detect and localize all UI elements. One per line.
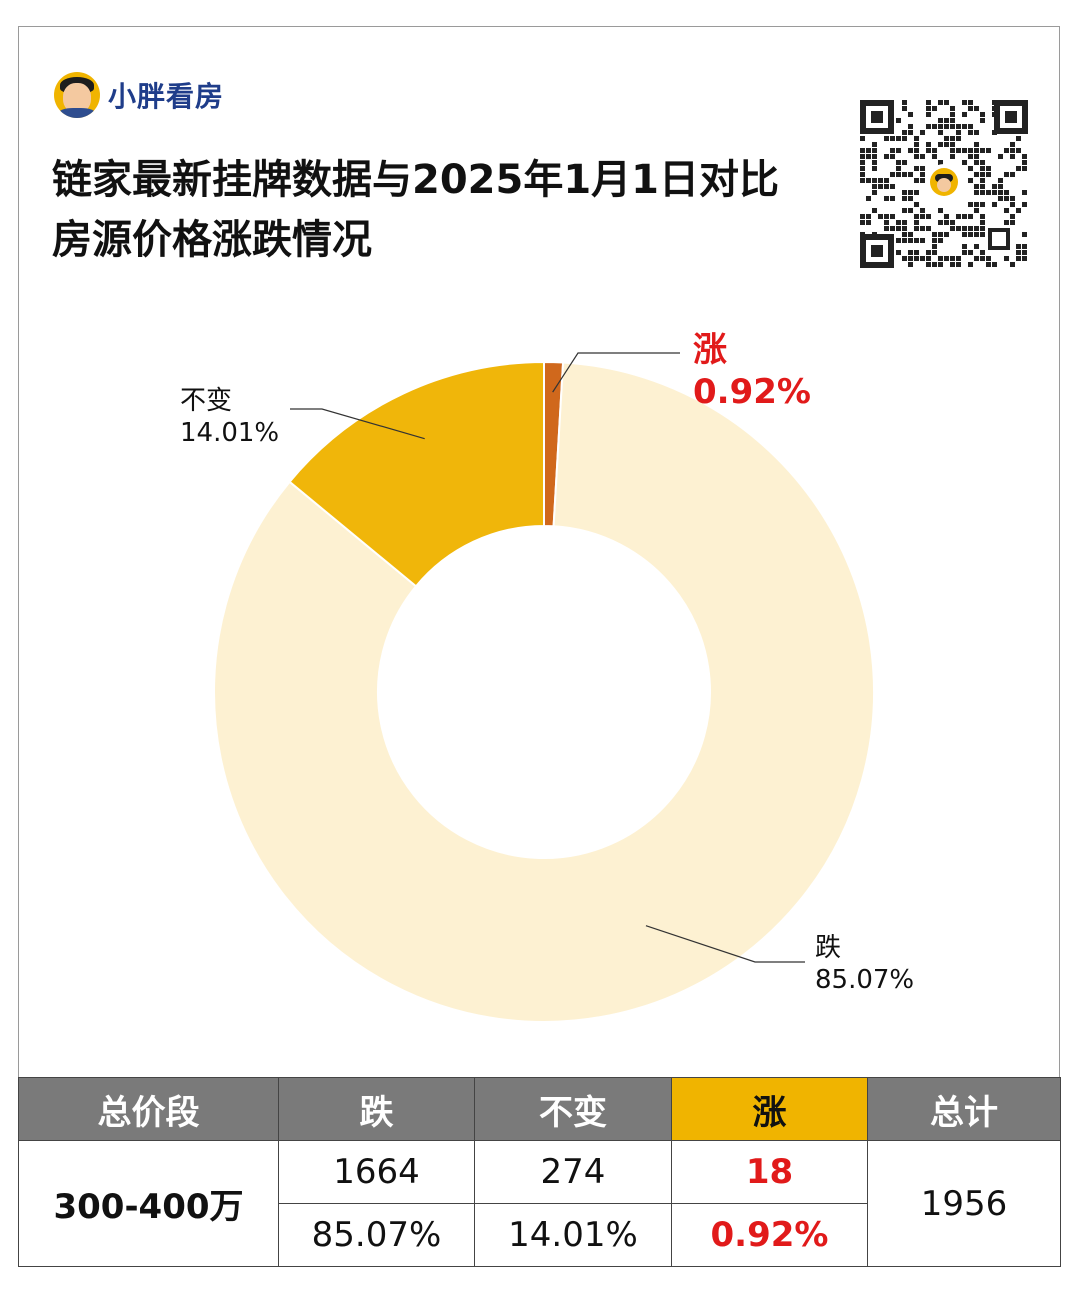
cell-same-count: 274: [474, 1140, 672, 1204]
brand: 小胖看房: [54, 72, 224, 118]
header-total: 总计: [867, 1077, 1061, 1141]
cell-fall-percent: 85.07%: [278, 1203, 475, 1267]
leader-line-same: [290, 408, 425, 440]
title-line-2: 房源价格涨跌情况: [52, 217, 372, 263]
header-range: 总价段: [18, 1077, 279, 1141]
page-title: 链家最新挂牌数据与2025年1月1日对比 房源价格涨跌情况: [52, 150, 852, 270]
table-row: 300-400万 1664 274 18 1956: [18, 1140, 1061, 1267]
cell-range: 300-400万: [18, 1140, 279, 1267]
header-rise: 涨: [671, 1077, 868, 1141]
cell-rise-count: 18: [671, 1140, 868, 1204]
cell-rise-percent: 0.92%: [671, 1203, 868, 1267]
label-fall-name: 跌: [815, 933, 841, 963]
slice-fall: [213, 361, 875, 1023]
title-line-1: 链家最新挂牌数据与2025年1月1日对比: [52, 157, 779, 203]
table-row: 85.07% 14.01% 0.92%: [19, 1203, 1061, 1267]
cell-fall-count: 1664: [278, 1140, 475, 1204]
label-same-name: 不变: [180, 386, 232, 416]
data-table: 总价段 跌 不变 涨 总计 300-400万 1664 274 18 1956 …: [18, 1077, 1061, 1267]
slice-same: [288, 360, 545, 588]
table-header-row: 总价段 跌 不变 涨 总计: [18, 1077, 1061, 1141]
leader-line-rise: [552, 352, 680, 393]
label-fall-value: 85.07%: [815, 965, 914, 995]
leader-line-fall: [645, 925, 805, 963]
label-same-value: 14.01%: [180, 418, 279, 448]
brand-name: 小胖看房: [108, 80, 225, 113]
label-rise-value: 0.92%: [693, 372, 811, 412]
qr-code-icon: [860, 100, 1028, 268]
header-fall: 跌: [278, 1077, 475, 1141]
label-rise-name: 涨: [693, 330, 727, 370]
cell-total: 1956: [867, 1140, 1061, 1267]
header-same: 不变: [474, 1077, 672, 1141]
avatar-icon: [54, 72, 100, 118]
cell-same-percent: 14.01%: [474, 1203, 672, 1267]
chart-card: [18, 26, 1060, 1264]
